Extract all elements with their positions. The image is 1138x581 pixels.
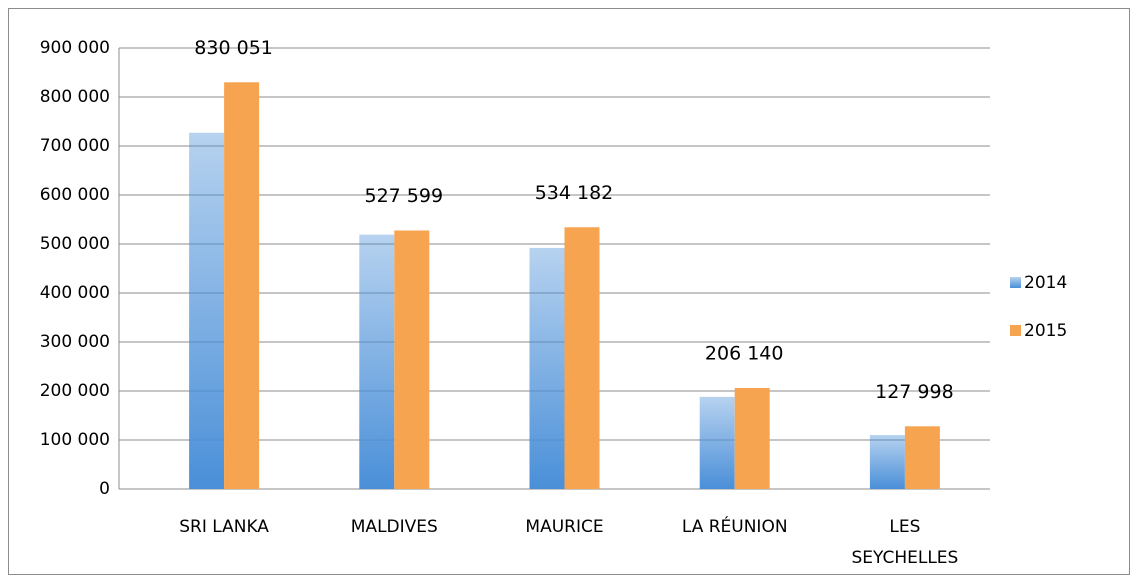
data-label: 830 051 — [194, 37, 273, 59]
bar — [189, 132, 225, 489]
x-tick-label: SRI LANKA — [179, 517, 269, 537]
bar — [869, 435, 905, 489]
bar — [529, 247, 565, 489]
bar — [734, 387, 770, 489]
bar — [224, 82, 260, 489]
x-tick-label: MALDIVES — [351, 517, 438, 537]
y-tick-label: 600 000 — [40, 185, 110, 205]
y-tick-label: 100 000 — [40, 430, 110, 450]
bar — [699, 396, 735, 489]
y-tick-label: 400 000 — [40, 283, 110, 303]
bar — [394, 230, 430, 489]
x-tick-label: LES SEYCHELLES — [851, 517, 958, 568]
y-tick-label: 800 000 — [40, 87, 110, 107]
y-tick-label: 900 000 — [40, 38, 110, 58]
y-tick-label: 700 000 — [40, 136, 110, 156]
y-tick-label: 500 000 — [40, 234, 110, 254]
y-tick-label: 300 000 — [40, 332, 110, 352]
x-tick-label: LA RÉUNION — [682, 515, 788, 537]
legend-swatch — [1010, 277, 1021, 288]
data-label: 527 599 — [365, 185, 444, 207]
legend-label: 2014 — [1024, 273, 1067, 293]
bar — [359, 234, 395, 489]
y-tick-label: 0 — [99, 479, 110, 499]
bar — [564, 227, 600, 489]
data-label: 206 140 — [705, 342, 784, 364]
y-tick-label: 200 000 — [40, 381, 110, 401]
x-tick-label: MAURICE — [525, 517, 603, 537]
legend-label: 2015 — [1024, 321, 1067, 341]
bar — [904, 426, 940, 489]
data-label: 534 182 — [535, 182, 614, 204]
legend-swatch — [1010, 325, 1021, 336]
data-label: 127 998 — [875, 381, 954, 403]
